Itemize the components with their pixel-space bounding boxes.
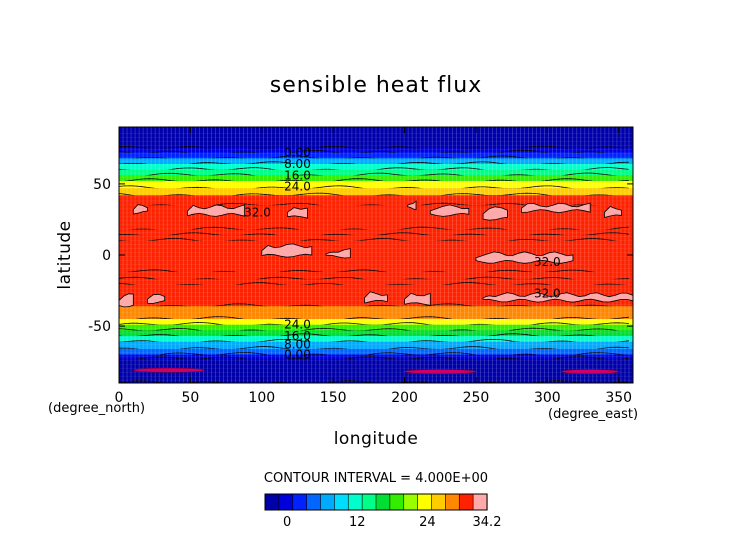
contour-label: 24.0 bbox=[284, 180, 311, 194]
high-flux-patch bbox=[187, 204, 245, 217]
colorbar-swatch bbox=[347, 493, 363, 511]
latitude-band bbox=[119, 272, 633, 280]
colorbar-tick-label: 0 bbox=[283, 515, 291, 530]
high-flux-patch bbox=[482, 292, 633, 303]
x-tick-label: 200 bbox=[391, 390, 418, 406]
x-tick-label: 350 bbox=[605, 390, 632, 406]
chart-title: sensible heat flux bbox=[270, 73, 483, 98]
contour-label: 0.00 bbox=[284, 146, 311, 160]
contour-label: 0.00 bbox=[284, 348, 311, 362]
colorbar-frame bbox=[264, 493, 488, 511]
latitude-band bbox=[119, 127, 633, 149]
high-flux-patch bbox=[364, 291, 388, 304]
y-axis: -50 0 50 bbox=[88, 177, 633, 335]
colorbar-swatch bbox=[417, 493, 433, 511]
y-axis-label: latitude bbox=[55, 220, 75, 289]
latitude-band bbox=[119, 195, 633, 206]
colorbar-swatch bbox=[306, 493, 322, 511]
latitude-band bbox=[119, 148, 633, 154]
y-tick-label: -50 bbox=[88, 319, 111, 335]
contour-label: 24.0 bbox=[284, 318, 311, 332]
y-unit-label: (degree_north) bbox=[48, 401, 145, 416]
high-flux-patch bbox=[603, 206, 622, 219]
colorbar-swatch bbox=[361, 493, 377, 511]
x-tick-label: 100 bbox=[248, 390, 275, 406]
latitude-band bbox=[119, 341, 633, 350]
contour-label: 32.0 bbox=[534, 255, 561, 269]
high-flux-patch bbox=[406, 200, 417, 211]
colorbar-swatch bbox=[278, 493, 294, 511]
contour-patches bbox=[119, 200, 633, 375]
colorbar-swatch bbox=[431, 493, 446, 511]
high-flux-patch bbox=[475, 251, 574, 264]
high-flux-patch bbox=[132, 204, 148, 215]
colorbar-swatch bbox=[403, 493, 419, 511]
colorbar-swatch bbox=[375, 493, 391, 511]
high-flux-patch bbox=[119, 293, 134, 308]
latitude-band bbox=[119, 163, 633, 171]
contour-interval-text: CONTOUR INTERVAL = 4.000E+00 bbox=[264, 471, 488, 486]
x-axis: 0 50 100 150 200 250 300 350 bbox=[115, 127, 632, 406]
high-flux-patch bbox=[147, 293, 166, 304]
contour-label: 8.00 bbox=[284, 157, 311, 171]
high-flux-patch bbox=[482, 206, 508, 221]
latitude-band bbox=[119, 319, 633, 326]
latitude-band bbox=[119, 188, 633, 196]
contour-line bbox=[119, 327, 630, 333]
x-axis-label: longitude bbox=[334, 429, 419, 449]
latitude-band bbox=[119, 306, 633, 320]
high-flux-patch bbox=[287, 207, 308, 219]
x-unit-label: (degree_east) bbox=[548, 407, 638, 422]
colorbar-tick-label: 24 bbox=[419, 515, 436, 530]
x-tick-label: 150 bbox=[320, 390, 347, 406]
colorbar: 0 12 24 34.2 bbox=[264, 493, 502, 530]
colorbar-swatch bbox=[320, 493, 335, 511]
latitude-band bbox=[119, 330, 633, 337]
latitude-band bbox=[119, 229, 633, 236]
colorbar-swatch bbox=[458, 493, 474, 511]
y-tick-label: 0 bbox=[102, 248, 111, 264]
colorbar-swatch bbox=[389, 493, 405, 511]
low-flux-patch bbox=[133, 367, 205, 373]
high-flux-patch bbox=[325, 248, 351, 259]
plot-area: 0.008.0016.024.032.032.032.024.016.08.00… bbox=[119, 127, 633, 383]
latitude-band bbox=[119, 279, 633, 286]
low-flux-patch bbox=[561, 369, 619, 375]
x-tick-label: 0 bbox=[115, 390, 124, 406]
contour-label: 32.0 bbox=[244, 205, 271, 219]
colorbar-swatch bbox=[445, 493, 460, 511]
colorbar-tick-label: 34.2 bbox=[473, 515, 502, 530]
high-flux-patch bbox=[429, 204, 470, 217]
latitude-band bbox=[119, 348, 633, 356]
colorbar-swatch bbox=[334, 493, 349, 511]
contour-label: 16.0 bbox=[284, 168, 311, 182]
latitude-band bbox=[119, 152, 633, 159]
colorbar-swatch bbox=[264, 493, 280, 511]
contour-label: 16.0 bbox=[284, 329, 311, 343]
latitude-band bbox=[119, 175, 633, 182]
high-flux-patch bbox=[404, 292, 431, 306]
high-flux-patch bbox=[521, 202, 591, 214]
latitude-band bbox=[119, 324, 633, 331]
high-flux-patch bbox=[261, 243, 313, 258]
latitude-band bbox=[119, 235, 633, 242]
y-tick-label: 50 bbox=[93, 177, 111, 193]
latitude-bands bbox=[119, 127, 633, 383]
contour-label: 32.0 bbox=[534, 286, 561, 300]
colorbar-swatch bbox=[292, 493, 308, 511]
latitude-band bbox=[119, 336, 633, 343]
x-tick-label: 300 bbox=[534, 390, 561, 406]
x-tick-label: 50 bbox=[181, 390, 199, 406]
colorbar-swatch bbox=[472, 493, 488, 511]
x-tick-label: 250 bbox=[463, 390, 490, 406]
latitude-band bbox=[119, 158, 633, 165]
low-flux-patch bbox=[404, 369, 477, 375]
colorbar-tick-label: 12 bbox=[349, 515, 366, 530]
contour-label: 8.00 bbox=[284, 338, 311, 352]
latitude-band bbox=[119, 181, 633, 189]
contour-labels: 0.008.0016.024.032.032.032.024.016.08.00… bbox=[244, 146, 561, 362]
grid-lines bbox=[119, 127, 633, 383]
